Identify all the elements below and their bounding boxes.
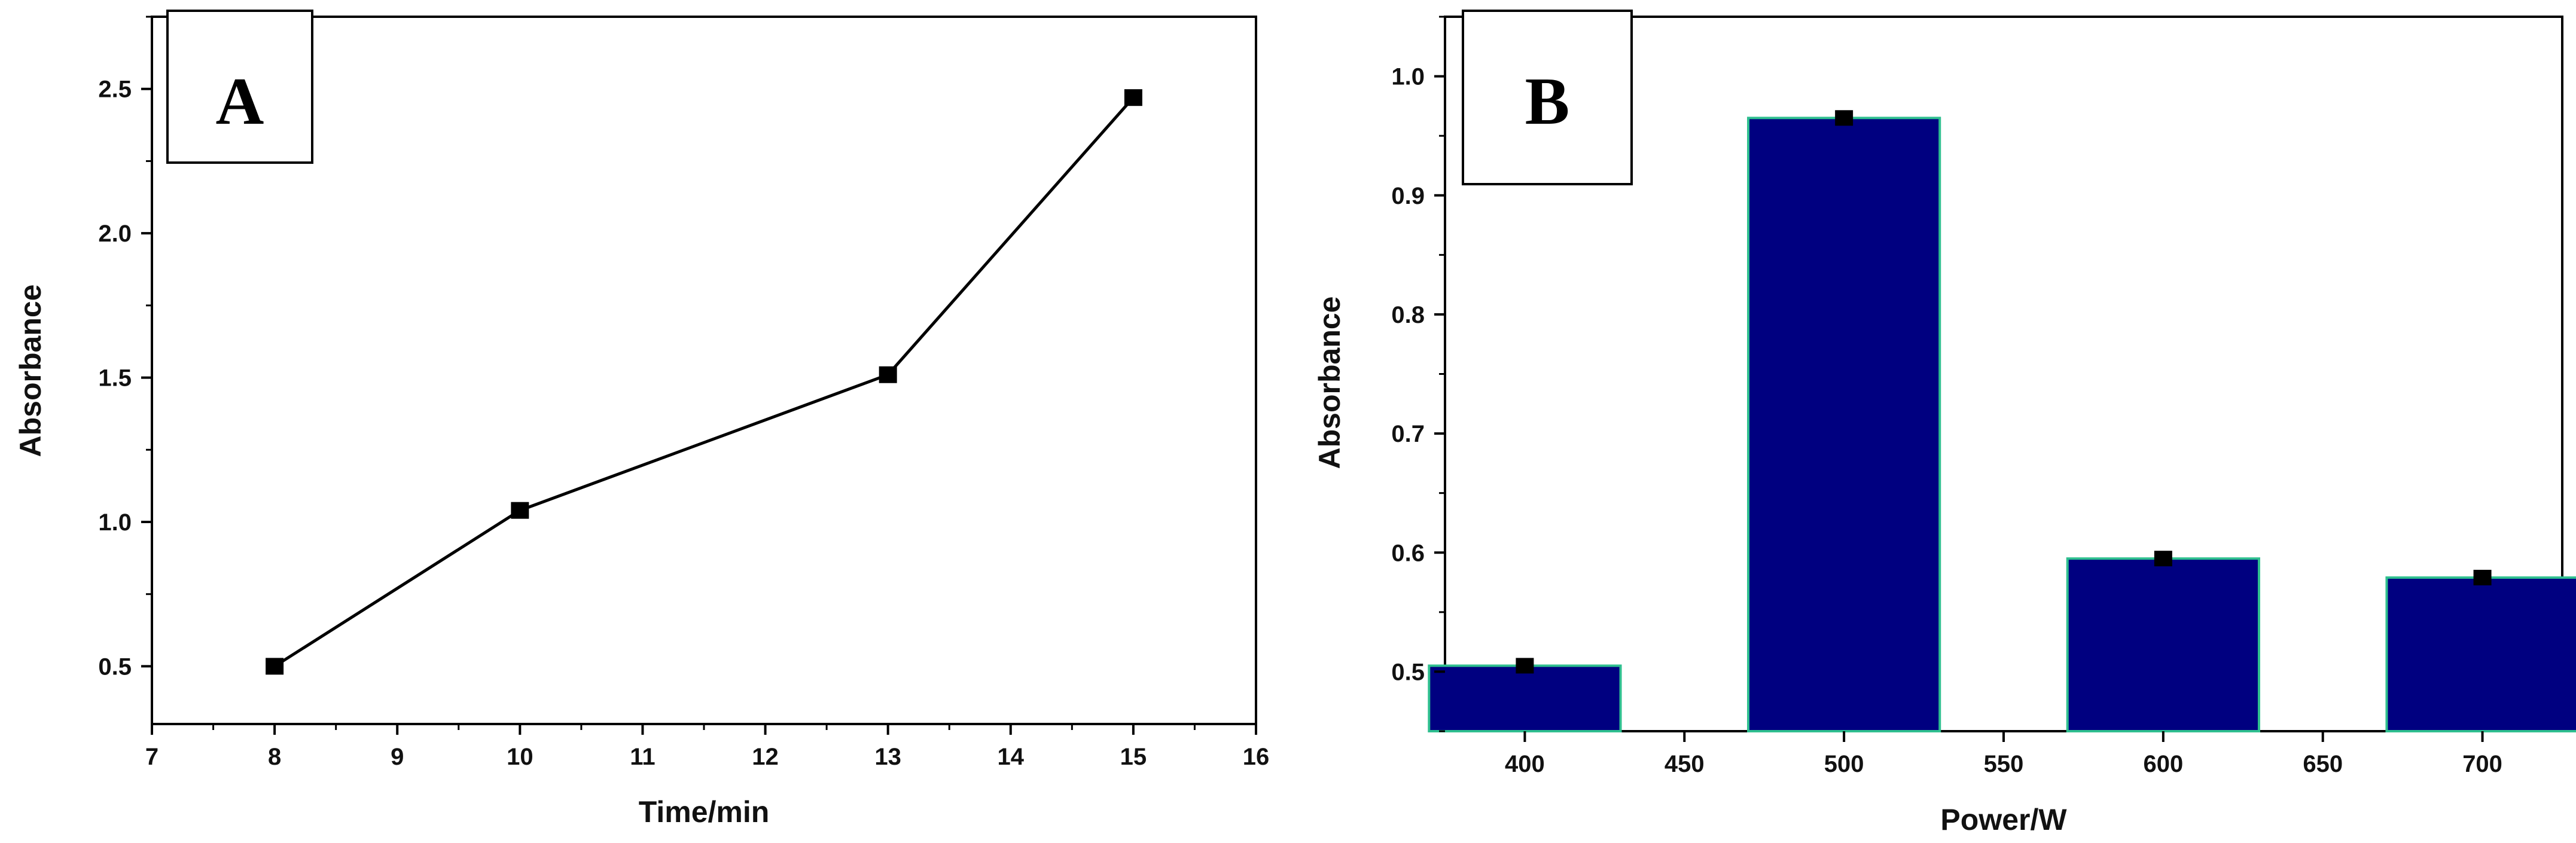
panel-b-bar-marker: [1835, 110, 1853, 126]
panel-a-letter: A: [216, 65, 264, 139]
panel-a-x-tick-label: 12: [752, 744, 779, 770]
panel-b-bar: [1747, 117, 1941, 733]
panel-b-x-tick-label: 450: [1665, 751, 1705, 777]
panel-b-bar-marker: [1516, 658, 1534, 674]
panel-b-ticks: 400 450 500 550 600 650 700 0.5 0.6 0.7 0.8 0.9 1.0: [1391, 16, 2502, 777]
panel-a-chart: 7 8 9 10 11 12 13 14 15 16 0.5 1.0 1.5 2.0 2.5 Time/mi…: [14, 10, 1270, 829]
panel-a-ticks: 7 8 9 10 11 12 13 14 15 16 0.5 1.0 1.5 2.0 2.5: [98, 16, 1270, 770]
panel-b-x-axis-label: Power/W: [1940, 803, 2067, 836]
panel-a-x-tick-label: 15: [1120, 744, 1147, 770]
panel-a-data-point: [879, 366, 897, 383]
panel-b-bar: [2385, 576, 2576, 732]
panel-b-letter: B: [1525, 65, 1570, 139]
panel-b-x-tick-label: 600: [2143, 751, 2183, 777]
panel-b-x-tick-label: 700: [2462, 751, 2502, 777]
panel-a-x-tick-label: 11: [630, 744, 655, 770]
panel-a-y-axis-label: Absorbance: [14, 285, 47, 457]
panel-a-letter-box: [166, 10, 313, 164]
panel-a-data-point: [511, 502, 529, 519]
panel-b-x-tick-label: 400: [1505, 751, 1545, 777]
panel-b-bar-marker: [2473, 570, 2492, 586]
panel-a-y-tick-label: 1.5: [98, 365, 132, 392]
panel-b-y-tick-label: 0.5: [1391, 659, 1425, 685]
panel-a-plot-frame: [151, 16, 1257, 725]
panel-b-bar-marker: [2154, 551, 2172, 567]
panel-b-x-tick-label: 500: [1824, 751, 1864, 777]
panel-a-x-tick-label: 10: [507, 744, 534, 770]
panel-a-x-tick-label: 7: [145, 744, 158, 770]
panel-a-x-axis-label: Time/min: [639, 795, 770, 829]
panel-b-chart: 400 450 500 550 600 650 7000.50.60.70.80.91.0 …: [1313, 10, 2576, 836]
panel-a-series-line: [273, 96, 1135, 668]
panel-b-y-axis-label: Absorbance: [1313, 297, 1346, 469]
panel-b-y-tick-label: 1.0: [1391, 64, 1425, 90]
panel-a-y-tick-label: 2.0: [98, 221, 132, 247]
panel-b-y-tick-label: 0.7: [1391, 421, 1425, 447]
panel-b-y-tick-label: 0.6: [1391, 540, 1425, 566]
panel-b-y-tick-label: 0.9: [1391, 183, 1425, 209]
panel-a-y-tick-label: 2.5: [98, 77, 132, 103]
panel-b-x-tick-label: 550: [1984, 751, 2024, 777]
panel-a-y-tick-label: 0.5: [98, 653, 132, 680]
panel-a-x-tick-label: 14: [998, 744, 1025, 770]
panel-b-bar: [1428, 664, 1622, 733]
panel-a-data-point: [266, 658, 284, 675]
panel-a-data-point: [1124, 89, 1142, 106]
panel-b-bar: [2066, 557, 2260, 732]
panel-a-x-tick-label: 9: [391, 744, 404, 770]
panel-b-x-tick-label: 650: [2303, 751, 2343, 777]
panel-b-y-tick-label: 0.8: [1391, 302, 1425, 328]
panel-a-marks: [266, 89, 1142, 675]
panel-a-x-tick-label: 8: [268, 744, 281, 770]
panel-a-x-tick-label: 13: [874, 744, 901, 770]
panel-a-x-tick-label: 16: [1243, 744, 1270, 770]
panel-a-y-tick-label: 1.0: [98, 509, 132, 536]
panel-b-marks: [1428, 110, 2576, 733]
panel-b-letter-box: [1462, 10, 1633, 185]
